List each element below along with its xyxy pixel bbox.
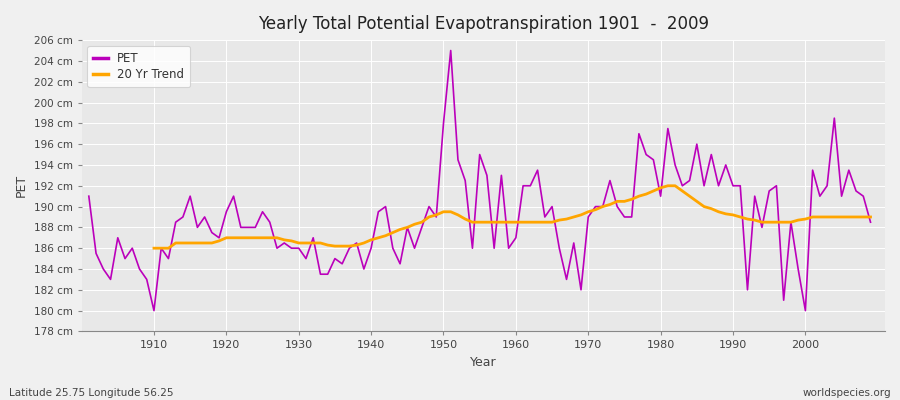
20 Yr Trend [576,212,587,217]
PET [148,308,159,313]
20 Yr Trend [865,214,876,219]
20 Yr Trend [286,238,297,243]
X-axis label: Year: Year [470,356,497,369]
PET [351,240,362,245]
Legend: PET, 20 Yr Trend: PET, 20 Yr Trend [87,46,190,87]
Line: PET: PET [89,50,870,311]
PET [446,48,456,53]
PET [308,235,319,240]
20 Yr Trend [814,214,825,219]
20 Yr Trend [836,214,847,219]
PET [141,277,152,282]
Line: 20 Yr Trend: 20 Yr Trend [154,186,870,248]
20 Yr Trend [315,240,326,245]
Y-axis label: PET: PET [15,174,28,197]
20 Yr Trend [518,220,528,224]
Title: Yearly Total Potential Evapotranspiration 1901  -  2009: Yearly Total Potential Evapotranspiratio… [257,15,709,33]
PET [612,204,623,209]
20 Yr Trend [662,183,673,188]
PET [525,183,535,188]
PET [518,183,528,188]
Text: worldspecies.org: worldspecies.org [803,388,891,398]
20 Yr Trend [148,246,159,250]
PET [84,194,94,198]
PET [865,220,876,224]
Text: Latitude 25.75 Longitude 56.25: Latitude 25.75 Longitude 56.25 [9,388,174,398]
